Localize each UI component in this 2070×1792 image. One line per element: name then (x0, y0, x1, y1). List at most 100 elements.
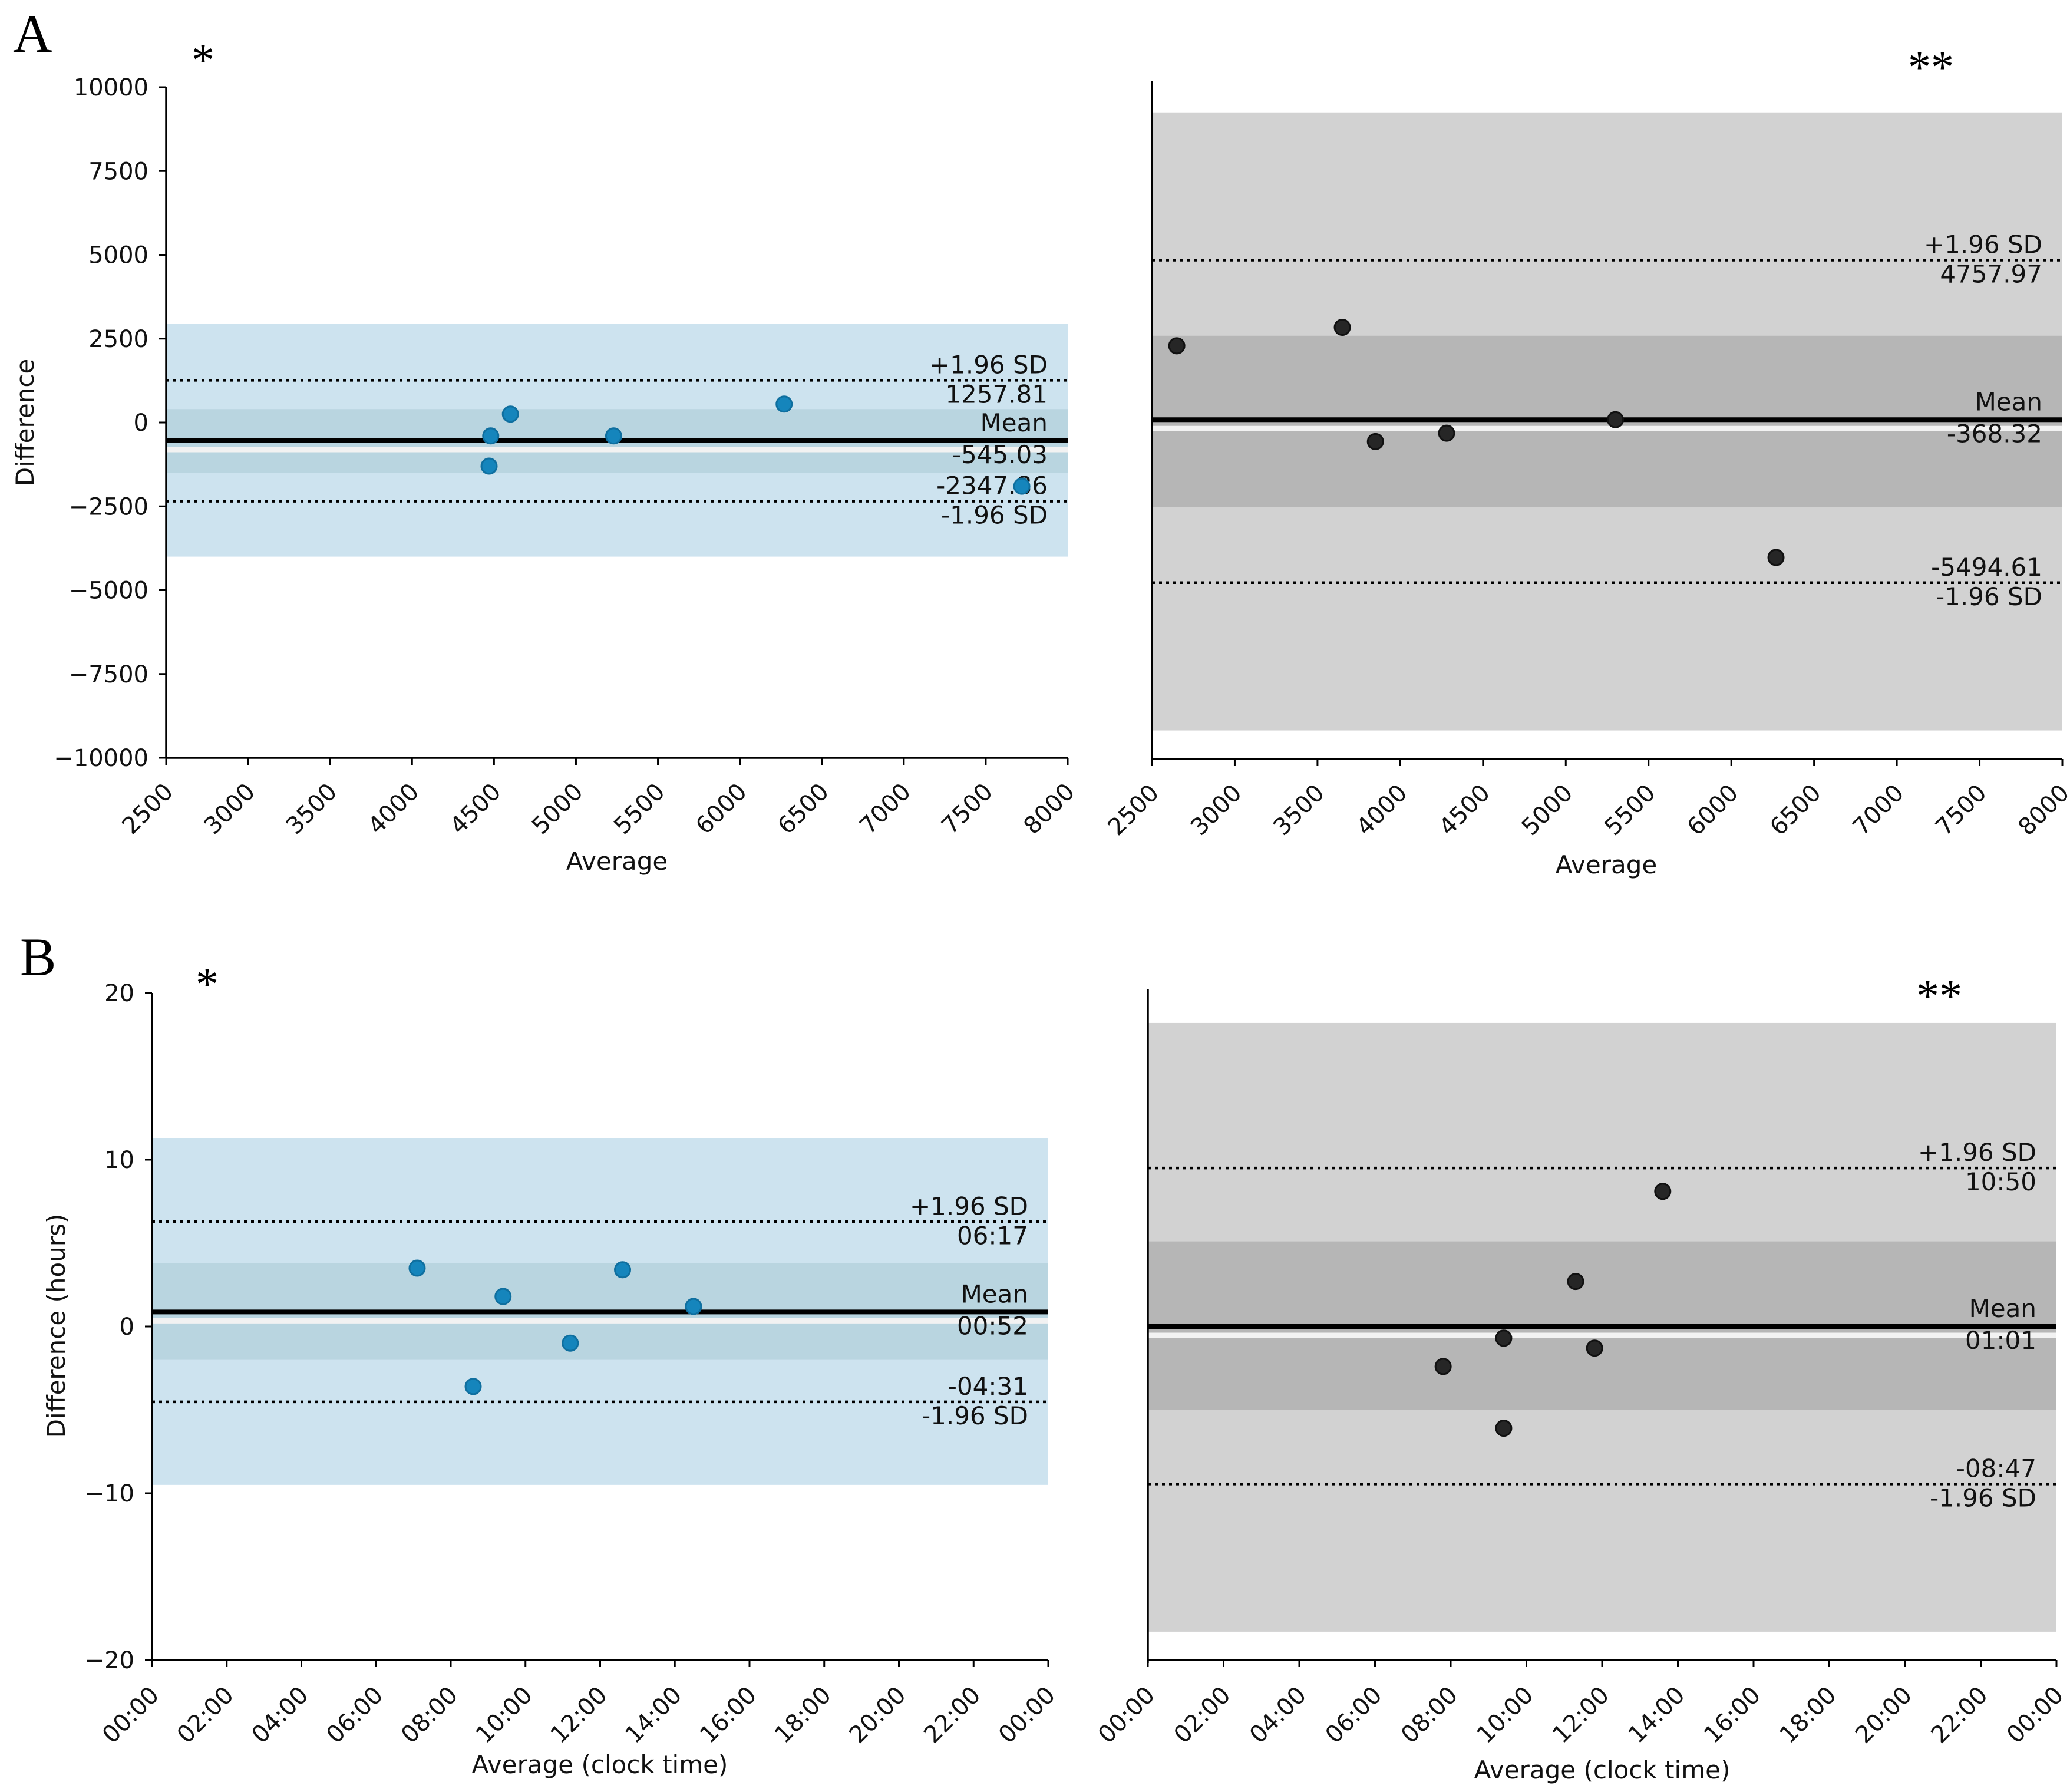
data-point (1438, 424, 1455, 442)
x-tick-label: 6500 (772, 778, 834, 840)
data-point (1495, 1329, 1513, 1347)
x-axis-title: Average (clock time) (1474, 1755, 1731, 1784)
y-tick-label: 7500 (88, 158, 148, 185)
x-tick-label: 5000 (1517, 780, 1579, 841)
lower-loa-value: -04:31 (948, 1372, 1028, 1401)
x-tick-label: 16:00 (695, 1682, 762, 1749)
data-point (605, 427, 622, 445)
data-point (775, 395, 793, 413)
upper-loa-value: 4757.97 (1940, 260, 2042, 289)
x-tick-label: 04:00 (1244, 1682, 1312, 1749)
x-tick-label: 7500 (936, 778, 998, 840)
data-point (1586, 1339, 1603, 1357)
y-axis-title: Difference (11, 359, 39, 487)
significance-marker: ** (1908, 41, 1954, 93)
x-tick-label: 00:00 (993, 1682, 1061, 1749)
data-point (1767, 549, 1785, 566)
x-axis-title: Average (1556, 850, 1657, 879)
x-tick-label: 20:00 (1850, 1682, 1917, 1749)
mean-value: 00:52 (957, 1311, 1028, 1340)
upper-loa-value: 1257.81 (945, 379, 1048, 408)
panel-label-b: B (20, 927, 56, 987)
x-tick-label: 5500 (1599, 780, 1661, 841)
y-tick-label: 0 (134, 410, 148, 437)
x-tick-label: 22:00 (919, 1682, 986, 1749)
lower-loa-label: -1.96 SD (922, 1401, 1028, 1430)
x-tick-label: 4000 (363, 778, 425, 840)
x-tick-label: 22:00 (1926, 1682, 1993, 1749)
upper-loa-label: +1.96 SD (1918, 1138, 2036, 1167)
data-point (1495, 1420, 1513, 1437)
x-tick-label: 00:00 (97, 1682, 164, 1749)
y-axis-title: Difference (hours) (42, 1214, 71, 1438)
x-tick-label: 02:00 (172, 1682, 239, 1749)
x-tick-label: 3500 (1268, 780, 1330, 841)
data-point (1013, 477, 1031, 495)
data-point (501, 405, 519, 423)
data-point (614, 1261, 632, 1279)
x-tick-label: 7000 (854, 778, 916, 840)
mean-value: -545.03 (952, 440, 1048, 469)
x-tick-label: 12:00 (1547, 1682, 1615, 1749)
x-tick-label: 16:00 (1699, 1682, 1766, 1749)
x-tick-label: 08:00 (1396, 1682, 1463, 1749)
lower-loa-label: -1.96 SD (941, 501, 1048, 530)
x-tick-label: 02:00 (1169, 1682, 1236, 1749)
x-tick-label: 06:00 (321, 1682, 388, 1749)
x-tick-label: 08:00 (396, 1682, 463, 1749)
lower-loa-value: -08:47 (1956, 1454, 2036, 1483)
x-tick-label: 6500 (1765, 780, 1827, 841)
significance-marker: * (196, 958, 219, 1009)
data-point (464, 1378, 482, 1395)
data-point (1168, 337, 1186, 355)
y-tick-label: 10000 (74, 74, 148, 101)
data-point (1567, 1273, 1584, 1291)
x-tick-label: 00:00 (1093, 1682, 1160, 1749)
y-tick-label: 10 (104, 1147, 134, 1174)
data-point (480, 457, 498, 475)
x-tick-label: 4500 (1434, 780, 1495, 841)
chart-3: 00:00 02:00 04:00 06:00 08:00 10:00 12:00 14:00… (42, 958, 1061, 1779)
lower-loa-value: -5494.61 (1931, 553, 2042, 582)
x-tick-label: 2500 (117, 778, 179, 840)
lower-loa-value: -2347.86 (936, 471, 1048, 500)
x-tick-label: 6000 (691, 778, 752, 840)
mean-label: Mean (1975, 387, 2042, 416)
mean-label: Mean (980, 408, 1048, 437)
y-tick-label: 0 (120, 1314, 134, 1341)
y-tick-label: 2500 (88, 326, 148, 353)
data-point (562, 1334, 579, 1352)
y-tick-label: −10 (85, 1480, 134, 1507)
upper-loa-value: 10:50 (1965, 1167, 2036, 1196)
y-tick-label: −20 (85, 1647, 134, 1674)
x-tick-label: 00:00 (2002, 1682, 2069, 1749)
data-point (482, 427, 500, 445)
x-axis-title: Average (clock time) (472, 1750, 728, 1779)
y-tick-label: 5000 (88, 242, 148, 269)
x-tick-label: 3000 (1186, 780, 1247, 841)
charts-container: 2500 3000 3500 4000 4500 5000 5500 6000 6500 7000… (11, 34, 2070, 1784)
data-point (1333, 319, 1351, 336)
data-point (408, 1259, 426, 1277)
significance-marker: * (192, 34, 214, 85)
chart-2: 2500 3000 3500 4000 4500 5000 5500 6000 6500 7000… (1103, 41, 2070, 879)
x-tick-label: 3500 (281, 778, 343, 840)
data-point (1607, 411, 1625, 428)
x-tick-label: 12:00 (546, 1682, 613, 1749)
x-tick-label: 10:00 (1472, 1682, 1539, 1749)
data-point (1366, 433, 1384, 450)
mean-value: 01:01 (1965, 1326, 2036, 1355)
x-axis-title: Average (566, 847, 668, 876)
upper-loa-label: +1.96 SD (1924, 230, 2042, 259)
x-tick-label: 14:00 (620, 1682, 687, 1749)
x-tick-label: 6000 (1682, 780, 1744, 841)
y-tick-label: −7500 (69, 661, 148, 688)
mean-label: Mean (961, 1279, 1028, 1308)
y-tick-label: −2500 (69, 493, 148, 520)
x-tick-label: 7500 (1930, 780, 1992, 841)
x-tick-label: 04:00 (247, 1682, 314, 1749)
x-tick-label: 18:00 (770, 1682, 837, 1749)
x-tick-label: 8000 (2013, 780, 2070, 841)
x-tick-label: 5000 (527, 778, 589, 840)
